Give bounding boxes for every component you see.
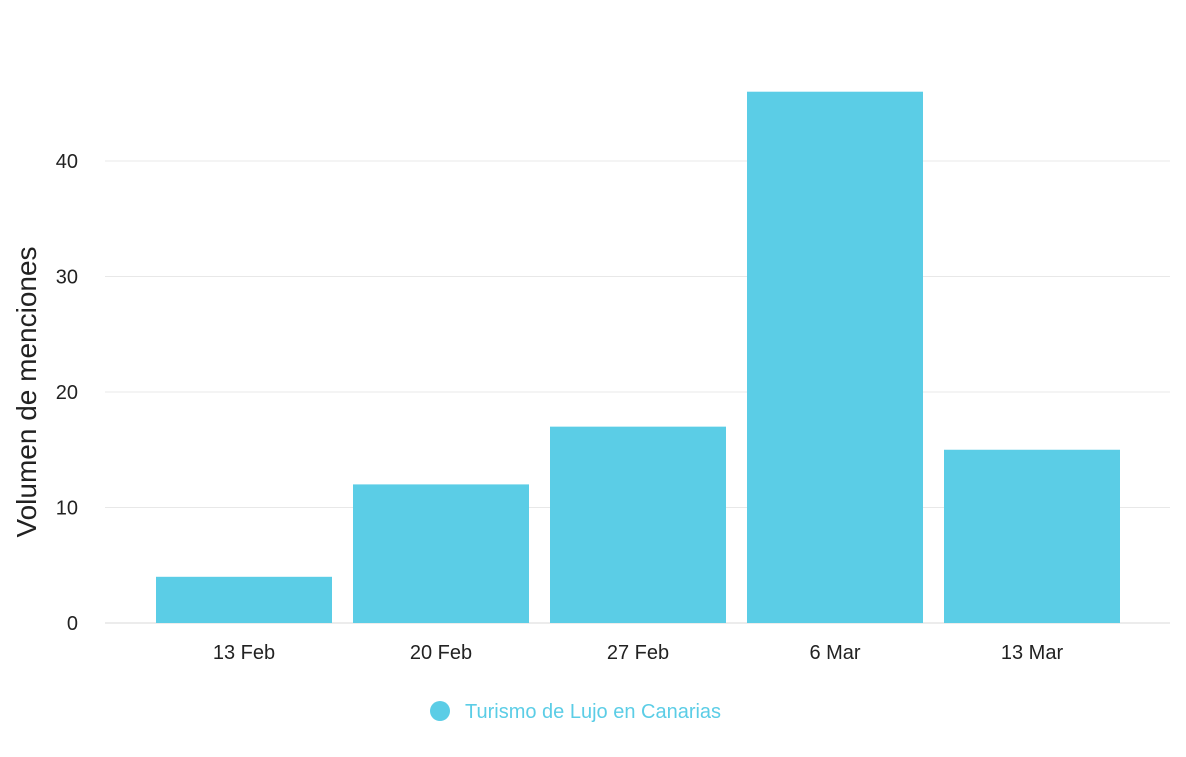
- y-tick-label: 30: [56, 267, 78, 289]
- y-tick-label: 20: [56, 382, 78, 404]
- bar[interactable]: [550, 426, 726, 623]
- bars: [156, 91, 1120, 623]
- x-tick-label: 13 Feb: [213, 642, 275, 664]
- x-tick-label: 13 Mar: [1001, 642, 1064, 664]
- x-axis-ticks: 13 Feb 20 Feb 27 Feb 6 Mar 13 Mar: [213, 642, 1064, 664]
- bar[interactable]: [156, 576, 332, 623]
- x-tick-label: 27 Feb: [607, 642, 669, 664]
- bar[interactable]: [747, 91, 923, 623]
- y-axis-title: Volumen de menciones: [11, 246, 42, 537]
- bar[interactable]: [353, 484, 529, 623]
- y-tick-label: 40: [56, 151, 78, 173]
- y-tick-label: 10: [56, 498, 78, 520]
- legend[interactable]: Turismo de Lujo en Canarias: [430, 701, 721, 723]
- x-tick-label: 20 Feb: [410, 642, 472, 664]
- y-axis-ticks: 0 10 20 30 40: [56, 151, 78, 635]
- x-tick-label: 6 Mar: [809, 642, 860, 664]
- legend-label: Turismo de Lujo en Canarias: [465, 701, 721, 723]
- bar[interactable]: [944, 449, 1120, 623]
- y-tick-label: 0: [67, 613, 78, 635]
- legend-marker-icon: [430, 701, 450, 721]
